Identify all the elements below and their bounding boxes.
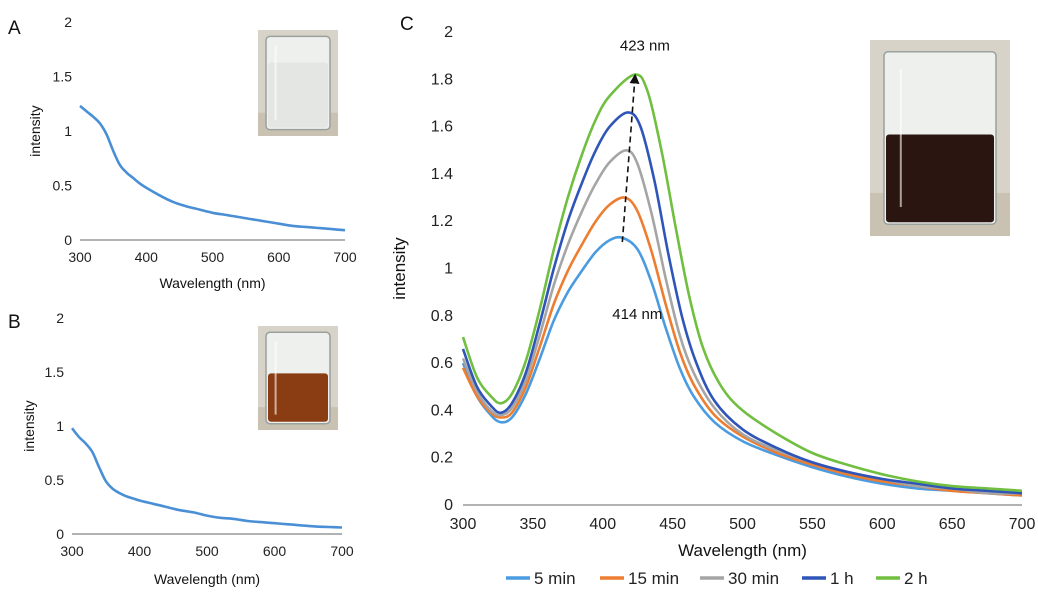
series-line-0 bbox=[79, 104, 346, 232]
x-tick-label: 700 bbox=[333, 249, 357, 265]
x-tick-label: 400 bbox=[135, 249, 159, 265]
beaker-liquid bbox=[886, 134, 994, 223]
x-tick-label: 600 bbox=[267, 249, 291, 265]
legend-label: 2 h bbox=[904, 569, 928, 588]
panel-label-b: B bbox=[8, 312, 21, 333]
series-line-2-h bbox=[461, 73, 1023, 493]
series-line-0 bbox=[70, 427, 343, 529]
y-tick-label: 0 bbox=[56, 526, 64, 542]
x-tick-label: 600 bbox=[869, 516, 896, 533]
y-tick-label: 2 bbox=[444, 24, 453, 41]
x-tick-label: 350 bbox=[520, 516, 547, 533]
x-tick-label: 600 bbox=[263, 543, 287, 559]
x-axis-label: Wavelength (nm) bbox=[154, 571, 260, 587]
x-tick-label: 500 bbox=[195, 543, 219, 559]
panel-label-a: A bbox=[8, 18, 21, 39]
x-tick-label: 550 bbox=[799, 516, 826, 533]
annotation-peak-low: 414 nm bbox=[612, 306, 662, 323]
annotation-peak-high: 423 nm bbox=[620, 38, 670, 55]
legend-label: 5 min bbox=[534, 569, 576, 588]
series-line-5-min bbox=[461, 235, 1023, 497]
x-tick-label: 400 bbox=[589, 516, 616, 533]
y-tick-label: 1 bbox=[64, 123, 72, 139]
legend-label: 30 min bbox=[728, 569, 779, 588]
y-tick-label: 2 bbox=[56, 310, 64, 326]
y-tick-label: 0.8 bbox=[431, 308, 453, 325]
x-tick-label: 400 bbox=[128, 543, 152, 559]
chart-panel-b: 0 0.5 1 1.5 2 300 400 500 600 700 Wavelength (nm) i… bbox=[21, 310, 354, 587]
y-tick-label: 1.2 bbox=[431, 213, 453, 230]
y-tick-label: 1 bbox=[444, 261, 453, 278]
series-line-15-min bbox=[461, 196, 1023, 497]
y-tick-label: 0.5 bbox=[45, 472, 65, 488]
x-tick-label: 650 bbox=[939, 516, 966, 533]
beaker-liquid bbox=[268, 62, 328, 128]
x-tick-label: 300 bbox=[450, 516, 477, 533]
y-axis-label: intensity bbox=[21, 400, 37, 451]
y-tick-label: 1 bbox=[56, 418, 64, 434]
chart-panel-a: 0 0.5 1 1.5 2 300 400 500 600 700 Wavelength (nm) i… bbox=[27, 14, 357, 291]
x-axis-label: Wavelength (nm) bbox=[678, 541, 807, 560]
y-tick-label: 1.5 bbox=[45, 364, 65, 380]
peak-shift-arrow bbox=[621, 73, 640, 243]
y-tick-label: 1.8 bbox=[431, 71, 453, 88]
y-tick-label: 0.6 bbox=[431, 355, 453, 372]
y-axis-label: intensity bbox=[390, 237, 409, 300]
y-tick-label: 1.4 bbox=[431, 166, 453, 183]
x-tick-label: 450 bbox=[659, 516, 686, 533]
x-tick-label: 700 bbox=[1009, 516, 1036, 533]
series-line-1-h bbox=[461, 111, 1023, 495]
legend-label: 1 h bbox=[830, 569, 854, 588]
x-axis-label: Wavelength (nm) bbox=[159, 275, 265, 291]
chart-panel-c: 0 0.2 0.4 0.6 0.8 1 1.2 1.4 1.6 1.8 2 300 350 400 450 5… bbox=[390, 24, 1035, 588]
y-tick-label: 0 bbox=[64, 232, 72, 248]
x-tick-label: 300 bbox=[60, 543, 84, 559]
x-tick-label: 500 bbox=[201, 249, 225, 265]
beaker-liquid bbox=[268, 373, 328, 422]
x-tick-label: 700 bbox=[330, 543, 354, 559]
x-tick-label: 300 bbox=[68, 249, 92, 265]
legend-label: 15 min bbox=[628, 569, 679, 588]
y-tick-label: 0 bbox=[444, 497, 453, 514]
y-tick-label: 0.4 bbox=[431, 402, 453, 419]
y-tick-label: 2 bbox=[64, 14, 72, 30]
y-tick-label: 1.6 bbox=[431, 119, 453, 136]
y-tick-label: 0.5 bbox=[53, 178, 73, 194]
y-tick-label: 1.5 bbox=[53, 69, 73, 85]
y-axis-label: intensity bbox=[27, 105, 43, 156]
y-tick-label: 0.2 bbox=[431, 450, 453, 467]
x-tick-label: 500 bbox=[729, 516, 756, 533]
panel-label-c: C bbox=[400, 14, 414, 35]
